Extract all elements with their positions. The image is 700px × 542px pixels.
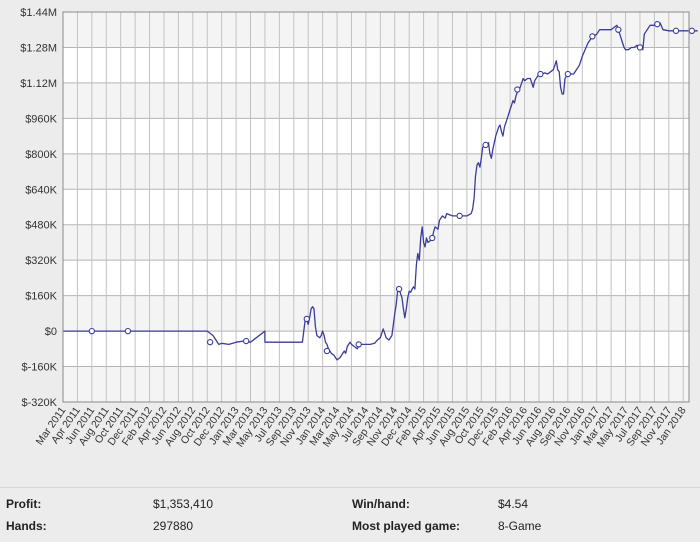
plot-band	[63, 12, 689, 48]
y-tick-label: $800K	[25, 149, 57, 161]
profit-chart: $1.44M $1.28M $1.12M $960K $800K $640K $480K $3…	[20, 7, 698, 450]
data-point-marker	[672, 27, 680, 34]
data-point-marker	[355, 341, 362, 348]
y-tick-label: $480K	[25, 220, 57, 232]
data-point-marker	[303, 315, 310, 323]
data-point-marker	[537, 70, 544, 78]
data-point-marker	[654, 21, 661, 28]
data-point-marker	[688, 27, 696, 34]
data-point-marker	[323, 347, 331, 355]
data-point-marker	[589, 33, 596, 40]
data-point-marker	[564, 70, 571, 78]
y-tick-label: $960K	[25, 113, 57, 125]
chart-svg: $1.44M $1.28M $1.12M $960K $800K $640K $480K $3…	[20, 7, 698, 450]
plot-band	[63, 153, 689, 190]
y-tick-label: $-160K	[22, 362, 58, 374]
data-point-marker	[456, 212, 463, 220]
data-point-marker	[206, 339, 214, 346]
y-tick-label: $-320K	[22, 397, 58, 409]
y-tick-label: $1.44M	[20, 7, 57, 19]
y-tick-label: $0	[45, 326, 57, 338]
stats-panel: Profit: $1,353,410 Win/hand: $4.54 Hands…	[0, 487, 700, 542]
winhand-value: $4.54	[498, 497, 529, 511]
profit-value: $1,353,410	[153, 497, 214, 511]
y-tick-label: $1.28M	[20, 42, 57, 54]
stats-row-1: Profit: $1,353,410 Win/hand: $4.54	[0, 497, 700, 519]
data-point-marker	[482, 141, 489, 149]
y-tick-label: $320K	[25, 255, 57, 267]
data-point-marker	[429, 234, 436, 242]
y-tick-label: $160K	[25, 291, 57, 303]
game-value: 8-Game	[498, 519, 542, 533]
data-point-marker	[88, 327, 95, 335]
profit-label: Profit:	[6, 497, 42, 511]
plot-band	[63, 224, 689, 261]
game-label: Most played game:	[352, 519, 461, 533]
y-tick-label: $640K	[25, 184, 57, 196]
plot-background	[62, 11, 690, 403]
plot-band	[63, 295, 689, 332]
hands-value: 297880	[153, 519, 194, 533]
data-point-marker	[514, 86, 521, 93]
plot-band	[63, 366, 689, 402]
y-tick-label: $1.12M	[20, 78, 57, 90]
stats-row-2: Hands: 297880 Most played game: 8-Game	[0, 519, 700, 541]
data-point-marker	[636, 44, 644, 51]
data-point-marker	[124, 327, 132, 335]
data-point-marker	[615, 26, 622, 33]
plot-border	[62, 11, 690, 403]
winhand-label: Win/hand:	[352, 497, 410, 511]
plot-band	[63, 82, 689, 119]
data-point-marker	[395, 285, 403, 293]
data-point-marker	[243, 337, 250, 345]
hands-label: Hands:	[6, 519, 47, 533]
